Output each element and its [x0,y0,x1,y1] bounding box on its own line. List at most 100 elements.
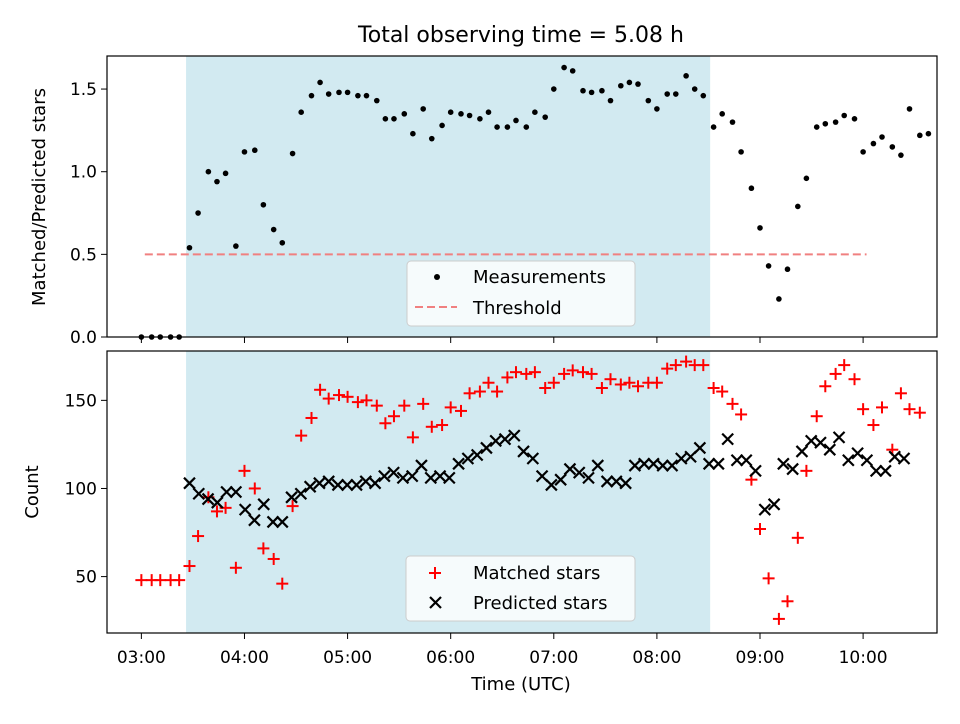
predicted-star-point [563,462,577,476]
predicted-star-stroke-b [702,457,716,471]
top-legend: Measurements Threshold [406,260,636,327]
bottom-y-axis-label: Count [22,465,43,518]
matched-star-point [210,505,223,518]
predicted-star-stroke-b [619,476,632,490]
measurement-point [542,114,548,120]
predicted-star-point [378,469,391,483]
measurement-point [813,124,820,130]
matched-star-point [276,577,289,590]
predicted-star-stroke-b [851,446,864,460]
measurement-point [363,92,370,99]
measurement-point [477,116,483,122]
predicted-star-point [795,445,809,458]
predicted-star-point [693,441,707,455]
measurement-point [504,124,511,130]
measurement-point [325,91,332,97]
measurement-point [513,117,519,124]
measurement-point [691,86,698,92]
predicted-star-point [480,441,493,455]
measurement-point [233,243,239,249]
matched-star-point [248,482,261,495]
matched-star-point [566,364,579,377]
predicted-star-point [322,475,335,488]
predicted-star-stroke-b [535,469,549,483]
matched-star-point [229,561,242,574]
predicted-star-stroke-b [591,459,605,472]
predicted-star-stroke-b [480,441,493,455]
top-legend-box [406,260,636,327]
predicted-star-stroke-b [350,478,363,492]
measurement-point [664,91,671,97]
predicted-star-stroke-b [767,498,781,511]
predicted-star-stroke-b [294,487,308,501]
bottom-axes-frame [106,350,938,634]
predicted-star-point [238,503,252,516]
predicted-star-stroke-b [545,478,558,492]
predicted-star-point [526,452,540,465]
measurement-point [822,120,829,127]
predicted-star-stroke-b [823,443,837,456]
matched-star-point [444,401,457,414]
predicted-star-stroke-b [433,469,447,483]
predicted-star-point [201,492,215,506]
predicted-star-stroke-b [266,515,280,529]
predicted-star-point [294,487,308,501]
matched-star-point [341,390,354,403]
matched-star-point [848,373,861,386]
predicted-star-stroke-b [183,476,196,490]
matched-star-point [558,367,571,380]
predicted-star-stroke-b [879,464,892,478]
top-y-tick-label: 1.0 [70,163,97,183]
predicted-star-stroke-b [860,453,874,467]
predicted-star-stroke-b [832,431,846,444]
matched-star-point [623,376,636,389]
predicted-star-point [610,475,623,488]
measurement-point [410,130,416,137]
top-marks [138,64,932,340]
predicted-star-stroke-b [424,471,438,485]
predicted-star-point [749,464,762,478]
measurement-point [382,116,389,122]
matched-star-point [154,574,167,587]
measurement-point [439,122,445,129]
chart-title: Total observing time = 5.08 h [357,23,684,48]
matched-star-point [436,419,449,432]
predicted-star-point [220,485,233,499]
predicted-star-point [285,491,298,504]
measurement-point [355,92,361,99]
matched-star-point [604,373,617,386]
matched-star-point [257,542,270,555]
x-tick-label: 07:00 [529,648,578,668]
predicted-star-stroke-b [201,492,215,506]
matched-star-point [183,560,196,573]
measurement-point [447,109,454,115]
predicted-star-stroke-b [869,464,883,478]
predicted-star-stroke-b [331,478,345,492]
predicted-star-point [313,476,326,490]
matched-star-point [754,523,767,536]
measurement-point [898,152,904,158]
predicted-star-point [340,478,354,492]
matched-star-point [819,380,832,393]
predicted-star-stroke-b [470,448,484,462]
predicted-star-point [730,453,744,467]
x-axis-label: Time (UTC) [470,674,571,695]
matched-star-point [838,359,851,372]
matched-star-point [387,410,400,423]
predicted-star-point [777,457,790,471]
matched-star-point [295,429,308,442]
matched-star-point [322,392,335,405]
predicted-star-point [767,498,781,511]
predicted-star-stroke-b [554,473,567,486]
measurement-point [260,201,267,208]
predicted-star-stroke-b [489,434,502,448]
bottom-legend: Matched stars Predicted stars [405,555,636,622]
measurement-point [373,97,380,104]
predicted-star-stroke-b [675,452,688,465]
x-tick-label: 10:00 [839,648,888,668]
measurement-point [336,89,342,96]
matched-star-point [305,411,318,424]
measurement-point [626,79,633,86]
